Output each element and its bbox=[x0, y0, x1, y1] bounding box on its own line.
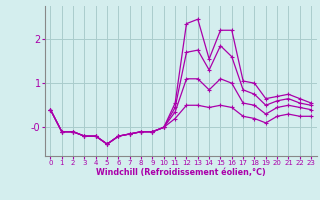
X-axis label: Windchill (Refroidissement éolien,°C): Windchill (Refroidissement éolien,°C) bbox=[96, 168, 266, 177]
